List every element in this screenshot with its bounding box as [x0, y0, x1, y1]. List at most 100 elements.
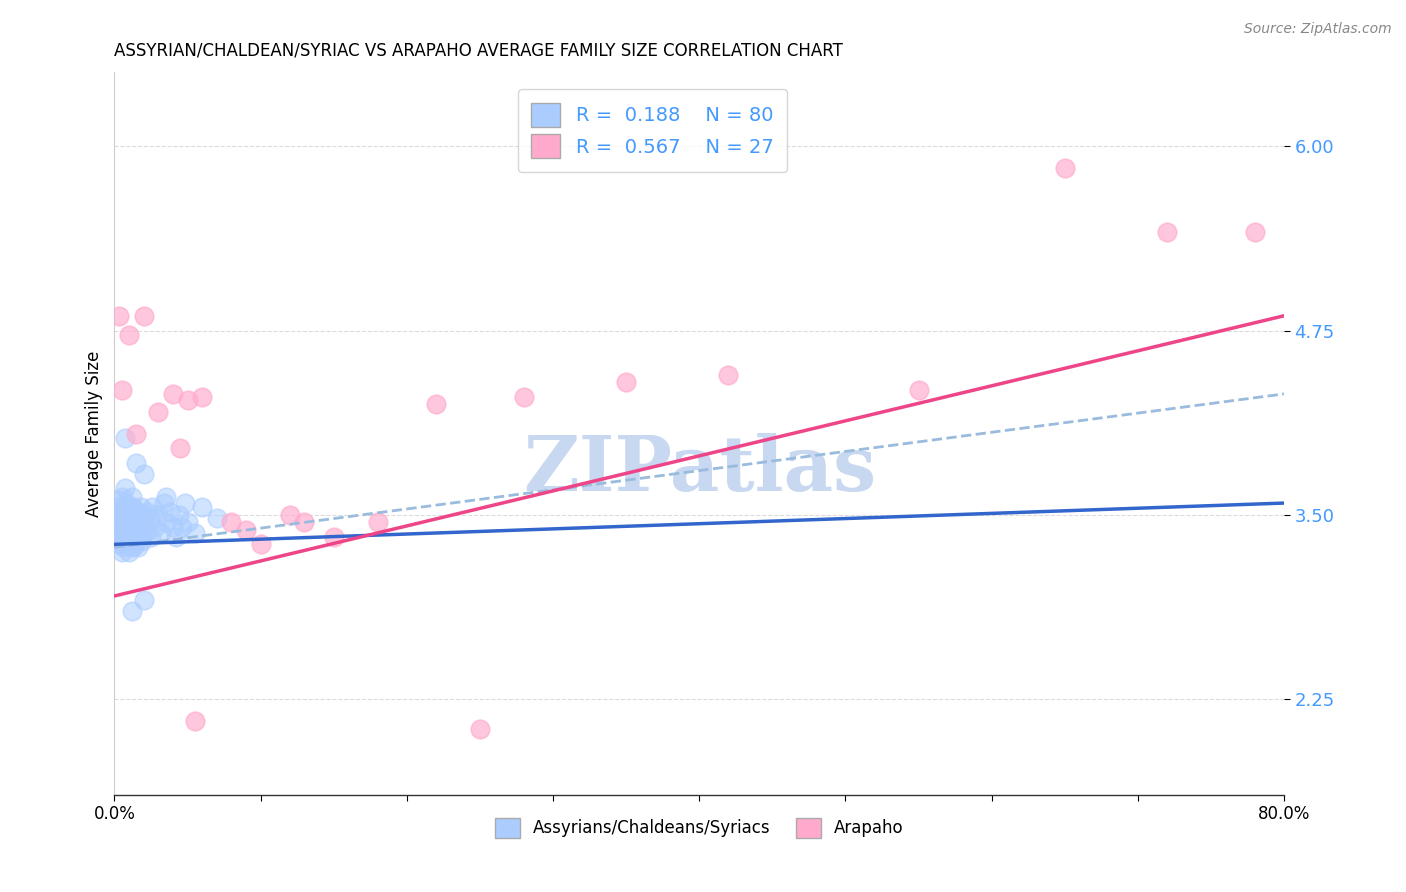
Point — [132, 467, 155, 481]
Point — [169, 442, 191, 456]
Point — [132, 515, 155, 529]
Point — [127, 523, 149, 537]
Point — [176, 392, 198, 407]
Point — [124, 523, 146, 537]
Point — [167, 508, 190, 522]
Point — [107, 309, 129, 323]
Point — [110, 537, 132, 551]
Point — [121, 604, 143, 618]
Point — [110, 499, 132, 513]
Point — [191, 500, 214, 515]
Point — [184, 714, 207, 729]
Point — [127, 505, 149, 519]
Point — [117, 519, 139, 533]
Point — [132, 309, 155, 323]
Point — [114, 481, 136, 495]
Point — [122, 541, 145, 555]
Point — [107, 530, 129, 544]
Point — [153, 496, 176, 510]
Point — [125, 530, 148, 544]
Point — [131, 508, 153, 522]
Point — [128, 511, 150, 525]
Point — [115, 511, 138, 525]
Point — [114, 523, 136, 537]
Point — [112, 508, 135, 522]
Point — [148, 404, 170, 418]
Point — [124, 508, 146, 522]
Point — [129, 519, 152, 533]
Point — [114, 431, 136, 445]
Point — [111, 545, 134, 559]
Text: Source: ZipAtlas.com: Source: ZipAtlas.com — [1244, 22, 1392, 37]
Point — [138, 511, 160, 525]
Point — [162, 519, 184, 533]
Point — [221, 515, 243, 529]
Point — [122, 500, 145, 515]
Point — [115, 496, 138, 510]
Point — [135, 505, 157, 519]
Point — [907, 383, 929, 397]
Point — [205, 511, 228, 525]
Point — [170, 519, 193, 533]
Point — [165, 530, 187, 544]
Point — [111, 383, 134, 397]
Point — [107, 493, 129, 508]
Point — [1156, 225, 1178, 239]
Point — [114, 500, 136, 515]
Point — [122, 516, 145, 531]
Point — [425, 397, 447, 411]
Point — [155, 490, 177, 504]
Point — [120, 523, 142, 537]
Point — [111, 525, 134, 540]
Point — [117, 537, 139, 551]
Point — [155, 515, 177, 529]
Point — [124, 537, 146, 551]
Point — [139, 530, 162, 544]
Point — [129, 500, 152, 515]
Point — [105, 516, 128, 531]
Point — [121, 511, 143, 525]
Point — [717, 368, 740, 382]
Point — [112, 530, 135, 544]
Point — [173, 496, 195, 510]
Point — [159, 505, 181, 519]
Point — [322, 530, 344, 544]
Point — [235, 523, 257, 537]
Point — [143, 519, 166, 533]
Point — [294, 515, 316, 529]
Point — [132, 593, 155, 607]
Point — [112, 516, 135, 531]
Point — [125, 426, 148, 441]
Point — [162, 387, 184, 401]
Point — [110, 519, 132, 533]
Text: ASSYRIAN/CHALDEAN/SYRIAC VS ARAPAHO AVERAGE FAMILY SIZE CORRELATION CHART: ASSYRIAN/CHALDEAN/SYRIAC VS ARAPAHO AVER… — [114, 42, 844, 60]
Point — [141, 500, 163, 515]
Point — [120, 500, 142, 515]
Point — [127, 541, 149, 555]
Point — [115, 533, 138, 547]
Point — [117, 505, 139, 519]
Point — [125, 515, 148, 529]
Point — [111, 515, 134, 529]
Point — [121, 490, 143, 504]
Point — [118, 525, 141, 540]
Point — [118, 545, 141, 559]
Point — [105, 505, 128, 519]
Point — [128, 530, 150, 544]
Point — [118, 514, 141, 528]
Point — [118, 327, 141, 342]
Point — [135, 523, 157, 537]
Point — [184, 525, 207, 540]
Point — [107, 511, 129, 525]
Point — [249, 537, 271, 551]
Point — [104, 525, 127, 540]
Point — [468, 722, 491, 736]
Point — [112, 541, 135, 555]
Point — [367, 515, 389, 529]
Y-axis label: Average Family Size: Average Family Size — [86, 351, 103, 517]
Point — [120, 537, 142, 551]
Point — [121, 530, 143, 544]
Point — [132, 525, 155, 540]
Point — [176, 515, 198, 529]
Point — [111, 490, 134, 504]
